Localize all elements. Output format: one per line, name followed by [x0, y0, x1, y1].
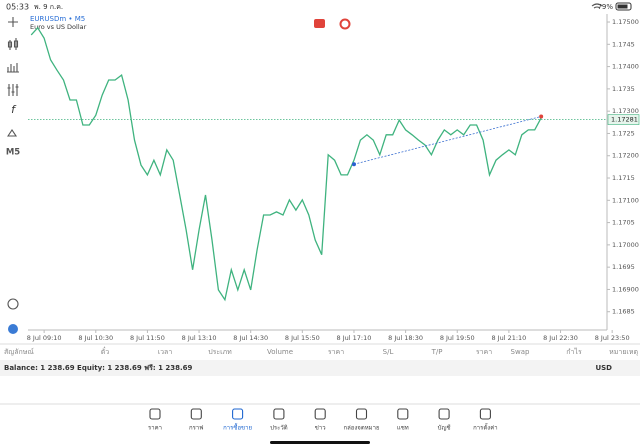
tab-label[interactable]: การตั้งค่า [473, 422, 497, 432]
trade-button[interactable] [314, 19, 325, 28]
y-tick-label: 1.1745 [612, 40, 635, 48]
x-tick-label: 8 Jul 17:10 [337, 334, 372, 342]
y-tick-label: 1.17300 [612, 107, 639, 115]
current-price-box [607, 114, 640, 125]
x-tick-label: 8 Jul 22:30 [543, 334, 578, 342]
chart-title: EURUSDm • M5 [30, 15, 85, 23]
tab-label[interactable]: กราฟ [189, 425, 203, 432]
tab-icon[interactable] [149, 408, 161, 420]
plot-area: 1.17500 1.1745 1.17400 1.1735 1.17300 1.1725 1… [27, 14, 640, 342]
column-header[interactable]: ราคา [328, 348, 344, 356]
tab-icon[interactable] [314, 408, 326, 420]
y-tick-label: 1.17000 [612, 241, 639, 249]
tab-label[interactable]: บัญชี [438, 424, 451, 432]
oneclick-tool[interactable] [8, 324, 18, 334]
tab-label[interactable]: ข่าว [315, 425, 326, 432]
depth-button[interactable] [339, 18, 351, 30]
chart-type-tool[interactable] [7, 38, 19, 50]
trendline-end[interactable] [539, 114, 544, 119]
x-tick-label: 8 Jul 15:50 [285, 334, 320, 342]
tab-icon[interactable] [479, 408, 491, 420]
x-tick-label: 8 Jul 18:30 [388, 334, 423, 342]
tab-icon[interactable] [190, 408, 202, 420]
account-currency: USD [595, 364, 612, 372]
y-tick-label: 1.17100 [612, 196, 639, 204]
battery-level: 79% [597, 3, 613, 11]
column-header[interactable]: ประเภท [208, 348, 232, 356]
x-tick-label: 8 Jul 13:10 [182, 334, 217, 342]
x-tick-label: 8 Jul 19:50 [440, 334, 475, 342]
column-header[interactable]: Swap [511, 348, 530, 356]
y-tick-label: 1.16900 [612, 285, 639, 293]
y-tick-label: 1.1695 [612, 263, 635, 271]
x-tick-label: 8 Jul 14:30 [233, 334, 268, 342]
tab-icon[interactable] [232, 408, 244, 420]
tab-label[interactable]: การซื้อขาย [223, 422, 252, 432]
tab-icon[interactable] [397, 408, 409, 420]
y-tick-label: 1.1705 [612, 219, 635, 227]
wifi-icon [591, 3, 603, 9]
status-time: 05:33 [6, 3, 29, 12]
battery-icon [615, 2, 632, 11]
tab-label[interactable]: ประวัติ [270, 425, 288, 432]
price-line [30, 26, 542, 302]
status-date: พ. 9 ก.ค. [34, 3, 63, 11]
tab-bar: ราคา กราฟ การซื้อขาย ประวัติ ข่าว กล่องจดหมาย… [148, 408, 498, 432]
y-tick-label: 1.1735 [612, 85, 635, 93]
x-tick-label: 8 Jul 21:10 [491, 334, 526, 342]
tab-label[interactable]: แชท [397, 425, 409, 432]
column-header[interactable]: กำไร [566, 347, 582, 356]
column-header[interactable]: สัญลักษณ์ [4, 348, 34, 356]
x-tick-label: 8 Jul 10:30 [78, 334, 113, 342]
column-header[interactable]: T/P [431, 348, 443, 356]
crosshair-tool[interactable] [8, 17, 18, 27]
column-header[interactable]: S/L [383, 348, 394, 356]
objects-tool[interactable] [6, 129, 18, 137]
clock-tool[interactable] [7, 298, 19, 310]
tab-label[interactable]: กล่องจดหมาย [343, 425, 379, 432]
trendline-start[interactable] [351, 162, 356, 167]
column-header[interactable]: ตั๋ว [101, 347, 110, 356]
y-tick-label: 1.1715 [612, 174, 635, 182]
column-header[interactable]: เวลา [158, 348, 173, 356]
account-row [0, 360, 640, 376]
y-tick-label: 1.1725 [612, 129, 635, 137]
settings-tool[interactable] [7, 84, 19, 96]
battery-fill [617, 4, 628, 9]
column-header[interactable]: Volume [267, 348, 293, 356]
chart-toolbar[interactable]: f M5 [6, 17, 20, 334]
column-header[interactable]: ราคา [476, 348, 492, 356]
indicators-tool[interactable] [7, 63, 19, 73]
chart-subtitle: Euro vs US Dollar [30, 23, 87, 31]
y-tick-label: 1.17200 [612, 152, 639, 160]
y-tick-label: 1.1685 [612, 308, 635, 316]
tab-label[interactable]: ราคา [148, 425, 162, 432]
x-tick-label: 8 Jul 09:10 [27, 334, 62, 342]
tab-icon[interactable] [273, 408, 285, 420]
x-tick-label: 8 Jul 11:50 [130, 334, 165, 342]
home-indicator [270, 441, 370, 444]
tab-icon[interactable] [438, 408, 450, 420]
x-tick-label: 8 Jul 23:50 [595, 334, 630, 342]
current-price-label: 1.17281 [611, 116, 638, 124]
tab-icon[interactable] [355, 408, 368, 420]
function-tool[interactable]: f [11, 103, 17, 116]
account-summary: Balance: 1 238.69 Equity: 1 238.69 ฟรี: … [4, 364, 193, 372]
timeframe[interactable]: M5 [6, 148, 20, 158]
table-header: สัญลักษณ์ ตั๋ว เวลา ประเภท Volume ราคา S/L T/P ร… [4, 347, 638, 356]
y-tick-label: 1.17500 [612, 18, 639, 26]
column-header[interactable]: หมายเหตุ [609, 348, 638, 356]
y-tick-label: 1.17400 [612, 63, 639, 71]
trendline [353, 116, 542, 165]
